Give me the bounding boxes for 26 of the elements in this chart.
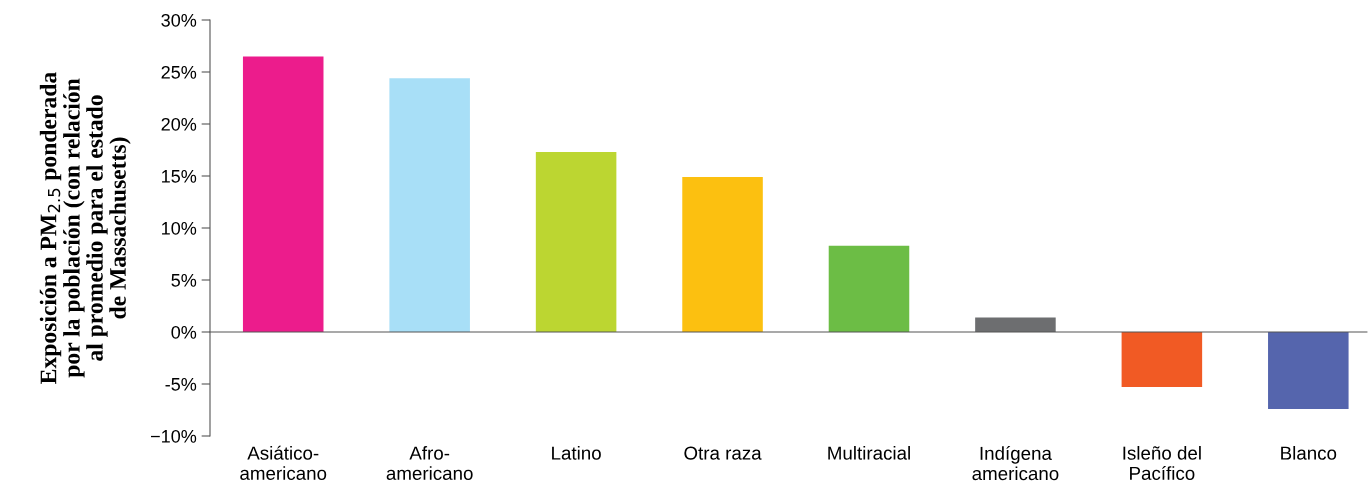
- y-tick-label: 25%: [161, 65, 197, 79]
- bar: [389, 78, 470, 332]
- bar: [1268, 332, 1349, 409]
- x-tick-label: Indígena americano: [972, 446, 1059, 481]
- y-tick-label: 5%: [171, 274, 197, 287]
- x-tick-label: Latino: [552, 446, 601, 460]
- y-tick-label: 30%: [161, 13, 197, 27]
- bar: [1121, 332, 1203, 388]
- y-tick-label: 15%: [162, 170, 197, 183]
- bar: [828, 245, 910, 332]
- y-tick-label: 10%: [162, 221, 197, 235]
- y-tick-label: 20%: [161, 117, 197, 131]
- x-tick-label: Isleño del Pacífico: [1123, 446, 1201, 480]
- x-tick-label: Blanco: [1281, 446, 1337, 460]
- x-tick-label: Asiático- americano: [240, 445, 327, 480]
- bar: [975, 317, 1056, 332]
- bar: [242, 56, 324, 332]
- bar: [535, 152, 617, 332]
- y-tick-label: -5%: [165, 378, 197, 391]
- y-tick-label: 0%: [171, 325, 197, 339]
- x-tick-label: Afro- americano: [386, 446, 473, 480]
- y-axis-title: Exposición a PM$_{2.5}$ ponderada por la población (con relación al promedio para el estado de Massachusetts): [39, 72, 131, 384]
- x-tick-label: Otra raza: [684, 446, 762, 460]
- x-tick-label: Multiracial: [828, 446, 910, 460]
- y-tick-label: −10%: [151, 429, 197, 443]
- bar: [682, 177, 763, 332]
